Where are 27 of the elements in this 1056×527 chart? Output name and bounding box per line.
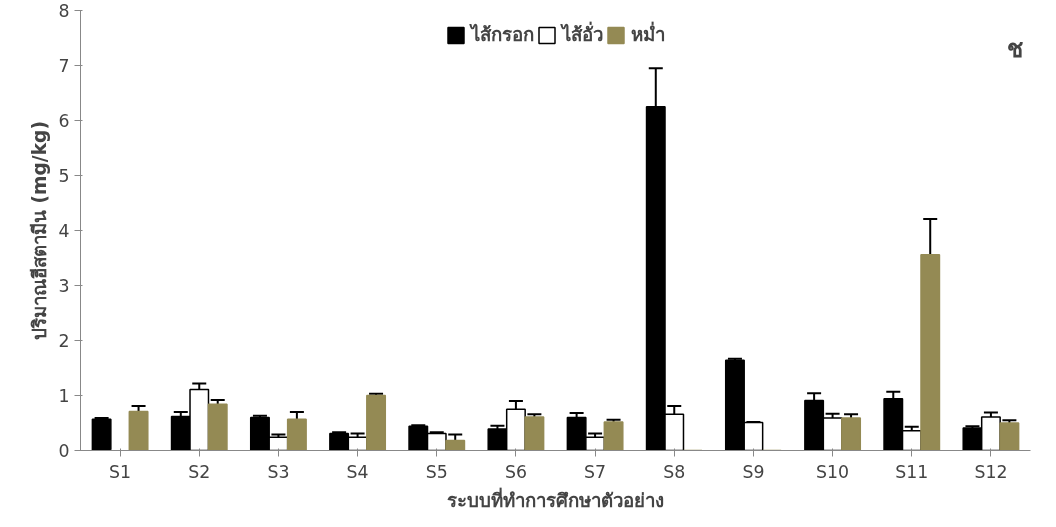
y-tick-label: 7 (58, 56, 70, 76)
x-tick-label: S6 (504, 461, 527, 482)
y-tick-label: 4 (58, 221, 70, 241)
x-tick-label: S2 (188, 461, 211, 482)
x-tick-label: S4 (346, 461, 369, 482)
y-tick-label: 2 (58, 331, 70, 351)
x-tick-label: S8 (663, 461, 686, 482)
x-tick-label: S11 (895, 461, 929, 482)
y-tick-label: 5 (58, 166, 70, 186)
x-tick-label: S1 (109, 461, 132, 482)
legend-label: ไส้อั่ว (561, 20, 603, 47)
legend-label: หม่ำ (630, 20, 665, 47)
x-tick-label: S10 (816, 461, 850, 482)
x-tick-label: S12 (974, 461, 1008, 482)
x-axis-title: ระบบที่ทำการศึกษาตัวอย่าง (447, 486, 664, 511)
legend-label: ไส้กรอก (470, 23, 534, 47)
y-tick-label: 6 (58, 111, 70, 131)
y-tick-label: 1 (58, 386, 70, 406)
y-tick-label: 0 (58, 441, 70, 461)
y-axis-title: ปริมาณฮีสตามีน (mg/kg) (29, 121, 51, 340)
y-tick-label: 3 (58, 276, 70, 296)
x-tick-label: S9 (742, 461, 765, 482)
x-tick-label: S5 (425, 461, 448, 482)
annotation: ช (1006, 35, 1023, 64)
y-tick-label: 8 (58, 1, 70, 21)
x-tick-label: S3 (267, 461, 290, 482)
x-tick-label: S7 (584, 461, 607, 482)
